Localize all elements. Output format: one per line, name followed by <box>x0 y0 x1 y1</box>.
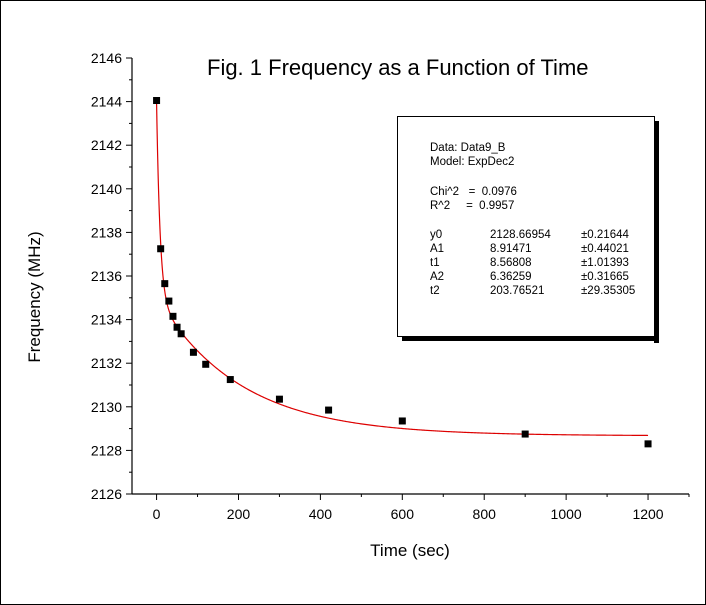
fit-param-name: y0 <box>430 229 443 241</box>
data-points <box>153 97 652 448</box>
x-axis-title: Time (sec) <box>370 541 450 560</box>
x-tick-label: 800 <box>473 506 497 522</box>
fit-param-error: ±0.21644 <box>581 229 629 241</box>
chart-title: Fig. 1 Frequency as a Function of Time <box>207 55 589 80</box>
axis-ticks <box>126 57 690 500</box>
data-point <box>398 417 406 425</box>
data-point <box>325 406 333 414</box>
y-tick-label: 2130 <box>91 399 122 415</box>
fit-param-name: A1 <box>430 243 445 255</box>
data-point <box>173 323 181 331</box>
fit-param-error: ±29.35305 <box>581 285 636 297</box>
fit-param-error: ±0.31665 <box>581 271 629 283</box>
y-tick-label: 2144 <box>91 94 122 110</box>
fit-data-label: Data: Data9_B <box>430 142 506 154</box>
x-tick-label: 1200 <box>632 506 663 522</box>
tick-labels: 2126 2128 2130 2132 2134 2136 2138 2140 2142 2144… <box>91 50 664 522</box>
data-point <box>161 280 169 288</box>
fit-param-name: t2 <box>430 285 440 297</box>
fit-param-value: 8.91471 <box>490 243 532 255</box>
data-point <box>157 245 165 253</box>
y-tick-label: 2128 <box>91 442 122 458</box>
data-point <box>153 97 161 105</box>
fit-param-error: ±0.44021 <box>581 243 629 255</box>
x-tick-label: 0 <box>153 506 161 522</box>
fit-param-error: ±1.01393 <box>581 257 629 269</box>
fit-model-label: Model: ExpDec2 <box>430 156 515 168</box>
y-tick-label: 2132 <box>91 355 122 371</box>
x-tick-label: 400 <box>309 506 333 522</box>
fit-param-value: 2128.66954 <box>490 229 551 241</box>
fit-results-box: Data: Data9_B Model: ExpDec2 Chi^2 = 0.0… <box>397 116 655 337</box>
fit-param-value: 203.76521 <box>490 285 545 297</box>
y-tick-label: 2146 <box>91 50 122 66</box>
data-point <box>177 330 185 338</box>
fit-box-shadow <box>402 336 659 341</box>
x-tick-label: 600 <box>391 506 415 522</box>
data-point <box>202 360 210 368</box>
data-point <box>169 312 177 320</box>
y-axis-title: Frequency (MHz) <box>25 231 44 362</box>
fit-param-value: 6.36259 <box>490 271 532 283</box>
fit-box-shadow <box>654 121 659 343</box>
x-tick-label: 200 <box>227 506 251 522</box>
data-point <box>189 348 197 356</box>
fit-r2: R^2 = 0.9957 <box>430 200 515 212</box>
fit-param-value: 8.56808 <box>490 257 532 269</box>
fit-chi2: Chi^2 = 0.0976 <box>430 186 517 198</box>
data-point <box>644 440 652 448</box>
y-tick-label: 2134 <box>91 312 122 328</box>
data-point <box>226 376 234 384</box>
y-tick-label: 2138 <box>91 224 122 240</box>
fit-param-name: A2 <box>430 271 445 283</box>
fit-param-name: t1 <box>430 257 440 269</box>
x-tick-label: 1000 <box>551 506 582 522</box>
y-tick-label: 2142 <box>91 137 122 153</box>
y-tick-label: 2136 <box>91 268 122 284</box>
data-point <box>275 395 283 403</box>
y-tick-label: 2140 <box>91 181 122 197</box>
data-point <box>521 430 529 438</box>
data-point <box>165 297 173 305</box>
y-tick-label: 2126 <box>91 486 122 502</box>
